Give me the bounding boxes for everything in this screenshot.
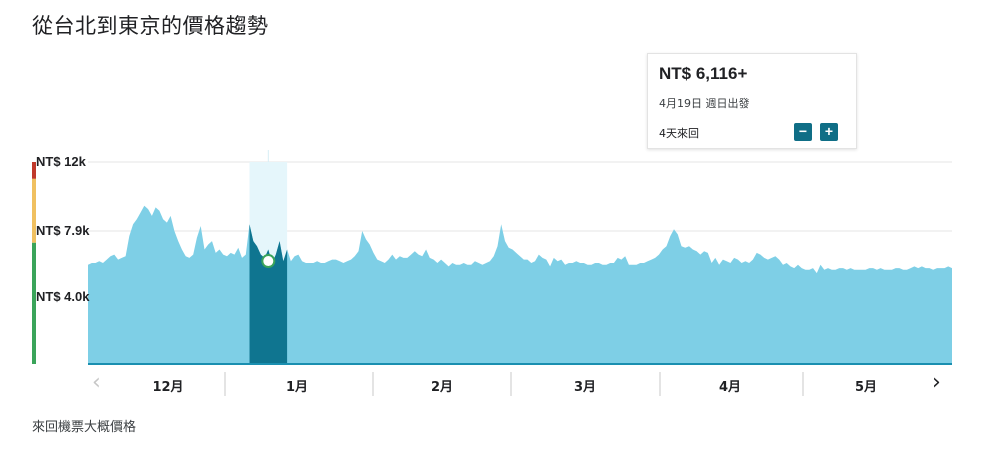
x-tick-label: 3月 (573, 380, 597, 395)
gauge-segment-mid (32, 178, 36, 243)
x-tick-label: 4月 (718, 380, 742, 395)
tooltip-date: 4月19日 週日出發 (659, 97, 750, 110)
gauge-segment-high (32, 162, 36, 179)
y-tick-label: NT$ 7.9k (36, 223, 90, 239)
x-tick-label: 12月 (152, 380, 184, 395)
x-tick-label: 5月 (854, 380, 878, 395)
tooltip-price: NT$ 6,116+ (659, 64, 748, 83)
y-tick-label: NT$ 12k (36, 154, 86, 169)
month-separators (224, 372, 804, 396)
increase-trip-length-button[interactable]: + (820, 123, 838, 141)
price-area-series[interactable] (88, 205, 952, 364)
chart-footnote: 來回機票大概價格 (32, 420, 137, 435)
x-tick-label: 2月 (430, 380, 454, 395)
gauge-segment-low (32, 242, 36, 364)
chevron-right-icon[interactable]: › (932, 370, 941, 395)
x-tick-label: 1月 (285, 380, 309, 395)
decrease-trip-length-button[interactable]: − (794, 123, 812, 141)
chevron-left-icon[interactable]: ‹ (92, 370, 101, 395)
y-tick-label: NT$ 4.0k (36, 288, 90, 304)
price-area-highlight[interactable] (249, 224, 288, 364)
tooltip-trip-length: 4天來回 (659, 127, 699, 140)
page-title: 從台北到東京的價格趨勢 (32, 14, 269, 38)
price-tooltip: NT$ 6,116+ 4月19日 週日出發 4天來回 − + (647, 53, 857, 149)
selected-date-marker[interactable] (261, 254, 276, 269)
